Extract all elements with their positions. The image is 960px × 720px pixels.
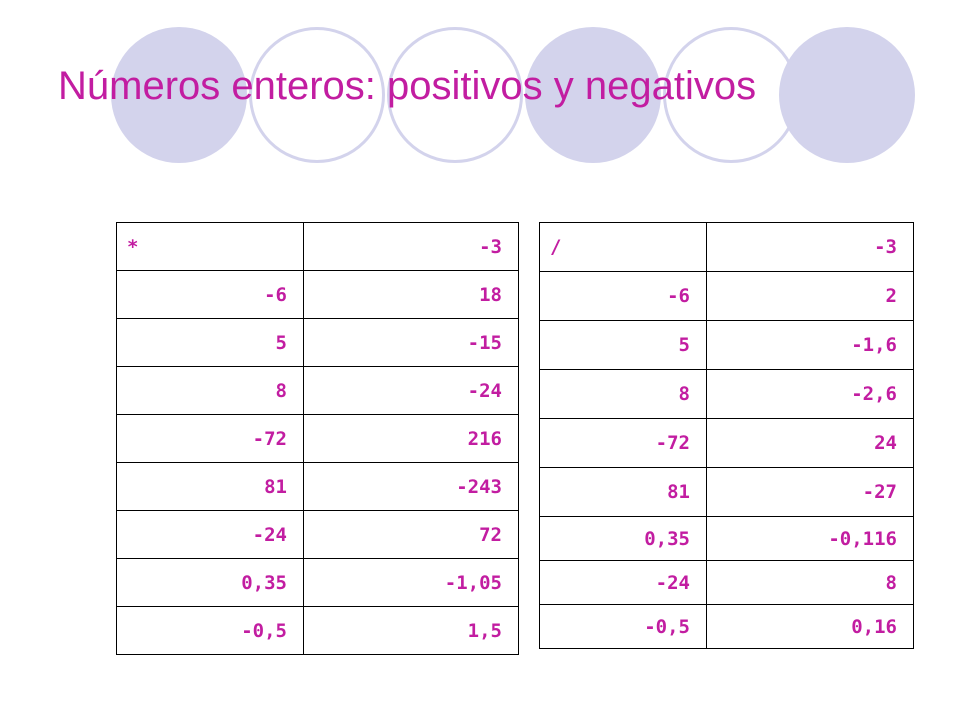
table-row: -6 2: [539, 271, 914, 321]
operand-cell: 81: [116, 462, 304, 511]
result-cell: -243: [303, 462, 519, 511]
table-row: 8 -2,6: [539, 369, 914, 419]
result-cell: 8: [706, 560, 914, 605]
operand-cell: 5: [116, 318, 304, 367]
decorative-circle: [387, 27, 523, 163]
result-cell: 2: [706, 271, 914, 321]
operand-cell: -6: [539, 271, 707, 321]
decorative-circle: [779, 27, 915, 163]
operand-cell: 81: [539, 467, 707, 517]
division-table: / -3 -6 2 5 -1,6 8 -2,6 -72 24 81 -27 0,…: [539, 222, 914, 649]
result-cell: 216: [303, 414, 519, 463]
operand-cell: -24: [539, 560, 707, 605]
table-header-row: / -3: [539, 222, 914, 272]
header-cell: -3: [303, 222, 519, 271]
decorative-circles: [0, 0, 960, 200]
operand-cell: -6: [116, 270, 304, 319]
result-cell: -27: [706, 467, 914, 517]
table-row: -6 18: [116, 270, 519, 319]
operand-cell: 8: [539, 369, 707, 419]
multiplication-table: * -3 -6 18 5 -15 8 -24 -72 216 81 -243 -…: [116, 222, 519, 655]
table-row: -72 24: [539, 418, 914, 468]
result-cell: 72: [303, 510, 519, 559]
operand-cell: -72: [116, 414, 304, 463]
operand-cell: -0,5: [116, 606, 304, 655]
table-row: 5 -1,6: [539, 320, 914, 370]
table-row: 5 -15: [116, 318, 519, 367]
result-cell: 24: [706, 418, 914, 468]
table-row: -72 216: [116, 414, 519, 463]
operand-cell: 8: [116, 366, 304, 415]
table-row: 0,35 -0,116: [539, 516, 914, 561]
table-row: -0,5 1,5: [116, 606, 519, 655]
operand-cell: 5: [539, 320, 707, 370]
decorative-circle: [111, 27, 247, 163]
operand-cell: -24: [116, 510, 304, 559]
table-row: -0,5 0,16: [539, 604, 914, 649]
result-cell: -2,6: [706, 369, 914, 419]
operand-cell: 0,35: [116, 558, 304, 607]
table-row: 81 -243: [116, 462, 519, 511]
operand-cell: -0,5: [539, 604, 707, 649]
result-cell: -0,116: [706, 516, 914, 561]
table-row: 0,35 -1,05: [116, 558, 519, 607]
operator-cell: /: [539, 222, 707, 272]
table-row: 8 -24: [116, 366, 519, 415]
result-cell: -15: [303, 318, 519, 367]
result-cell: -1,05: [303, 558, 519, 607]
result-cell: -1,6: [706, 320, 914, 370]
table-row: 81 -27: [539, 467, 914, 517]
table-header-row: * -3: [116, 222, 519, 271]
table-row: -24 72: [116, 510, 519, 559]
decorative-circle: [249, 27, 385, 163]
table-row: -24 8: [539, 560, 914, 605]
result-cell: 1,5: [303, 606, 519, 655]
header-cell: -3: [706, 222, 914, 272]
result-cell: -24: [303, 366, 519, 415]
slide-title: Números enteros: positivos y negativos: [58, 64, 757, 108]
result-cell: 0,16: [706, 604, 914, 649]
operand-cell: -72: [539, 418, 707, 468]
decorative-circle: [525, 27, 661, 163]
operator-cell: *: [116, 222, 304, 271]
operand-cell: 0,35: [539, 516, 707, 561]
result-cell: 18: [303, 270, 519, 319]
